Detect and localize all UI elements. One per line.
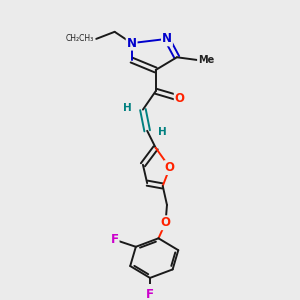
Text: O: O [175,92,185,105]
Text: CH₂CH₃: CH₂CH₃ [65,34,93,43]
Text: H: H [123,103,132,113]
Text: F: F [146,288,154,300]
Text: F: F [111,233,119,246]
Text: N: N [162,32,172,45]
Text: N: N [127,37,136,50]
Text: O: O [165,161,175,174]
Text: O: O [160,216,171,229]
Text: Me: Me [198,55,214,65]
Text: H: H [158,127,167,137]
